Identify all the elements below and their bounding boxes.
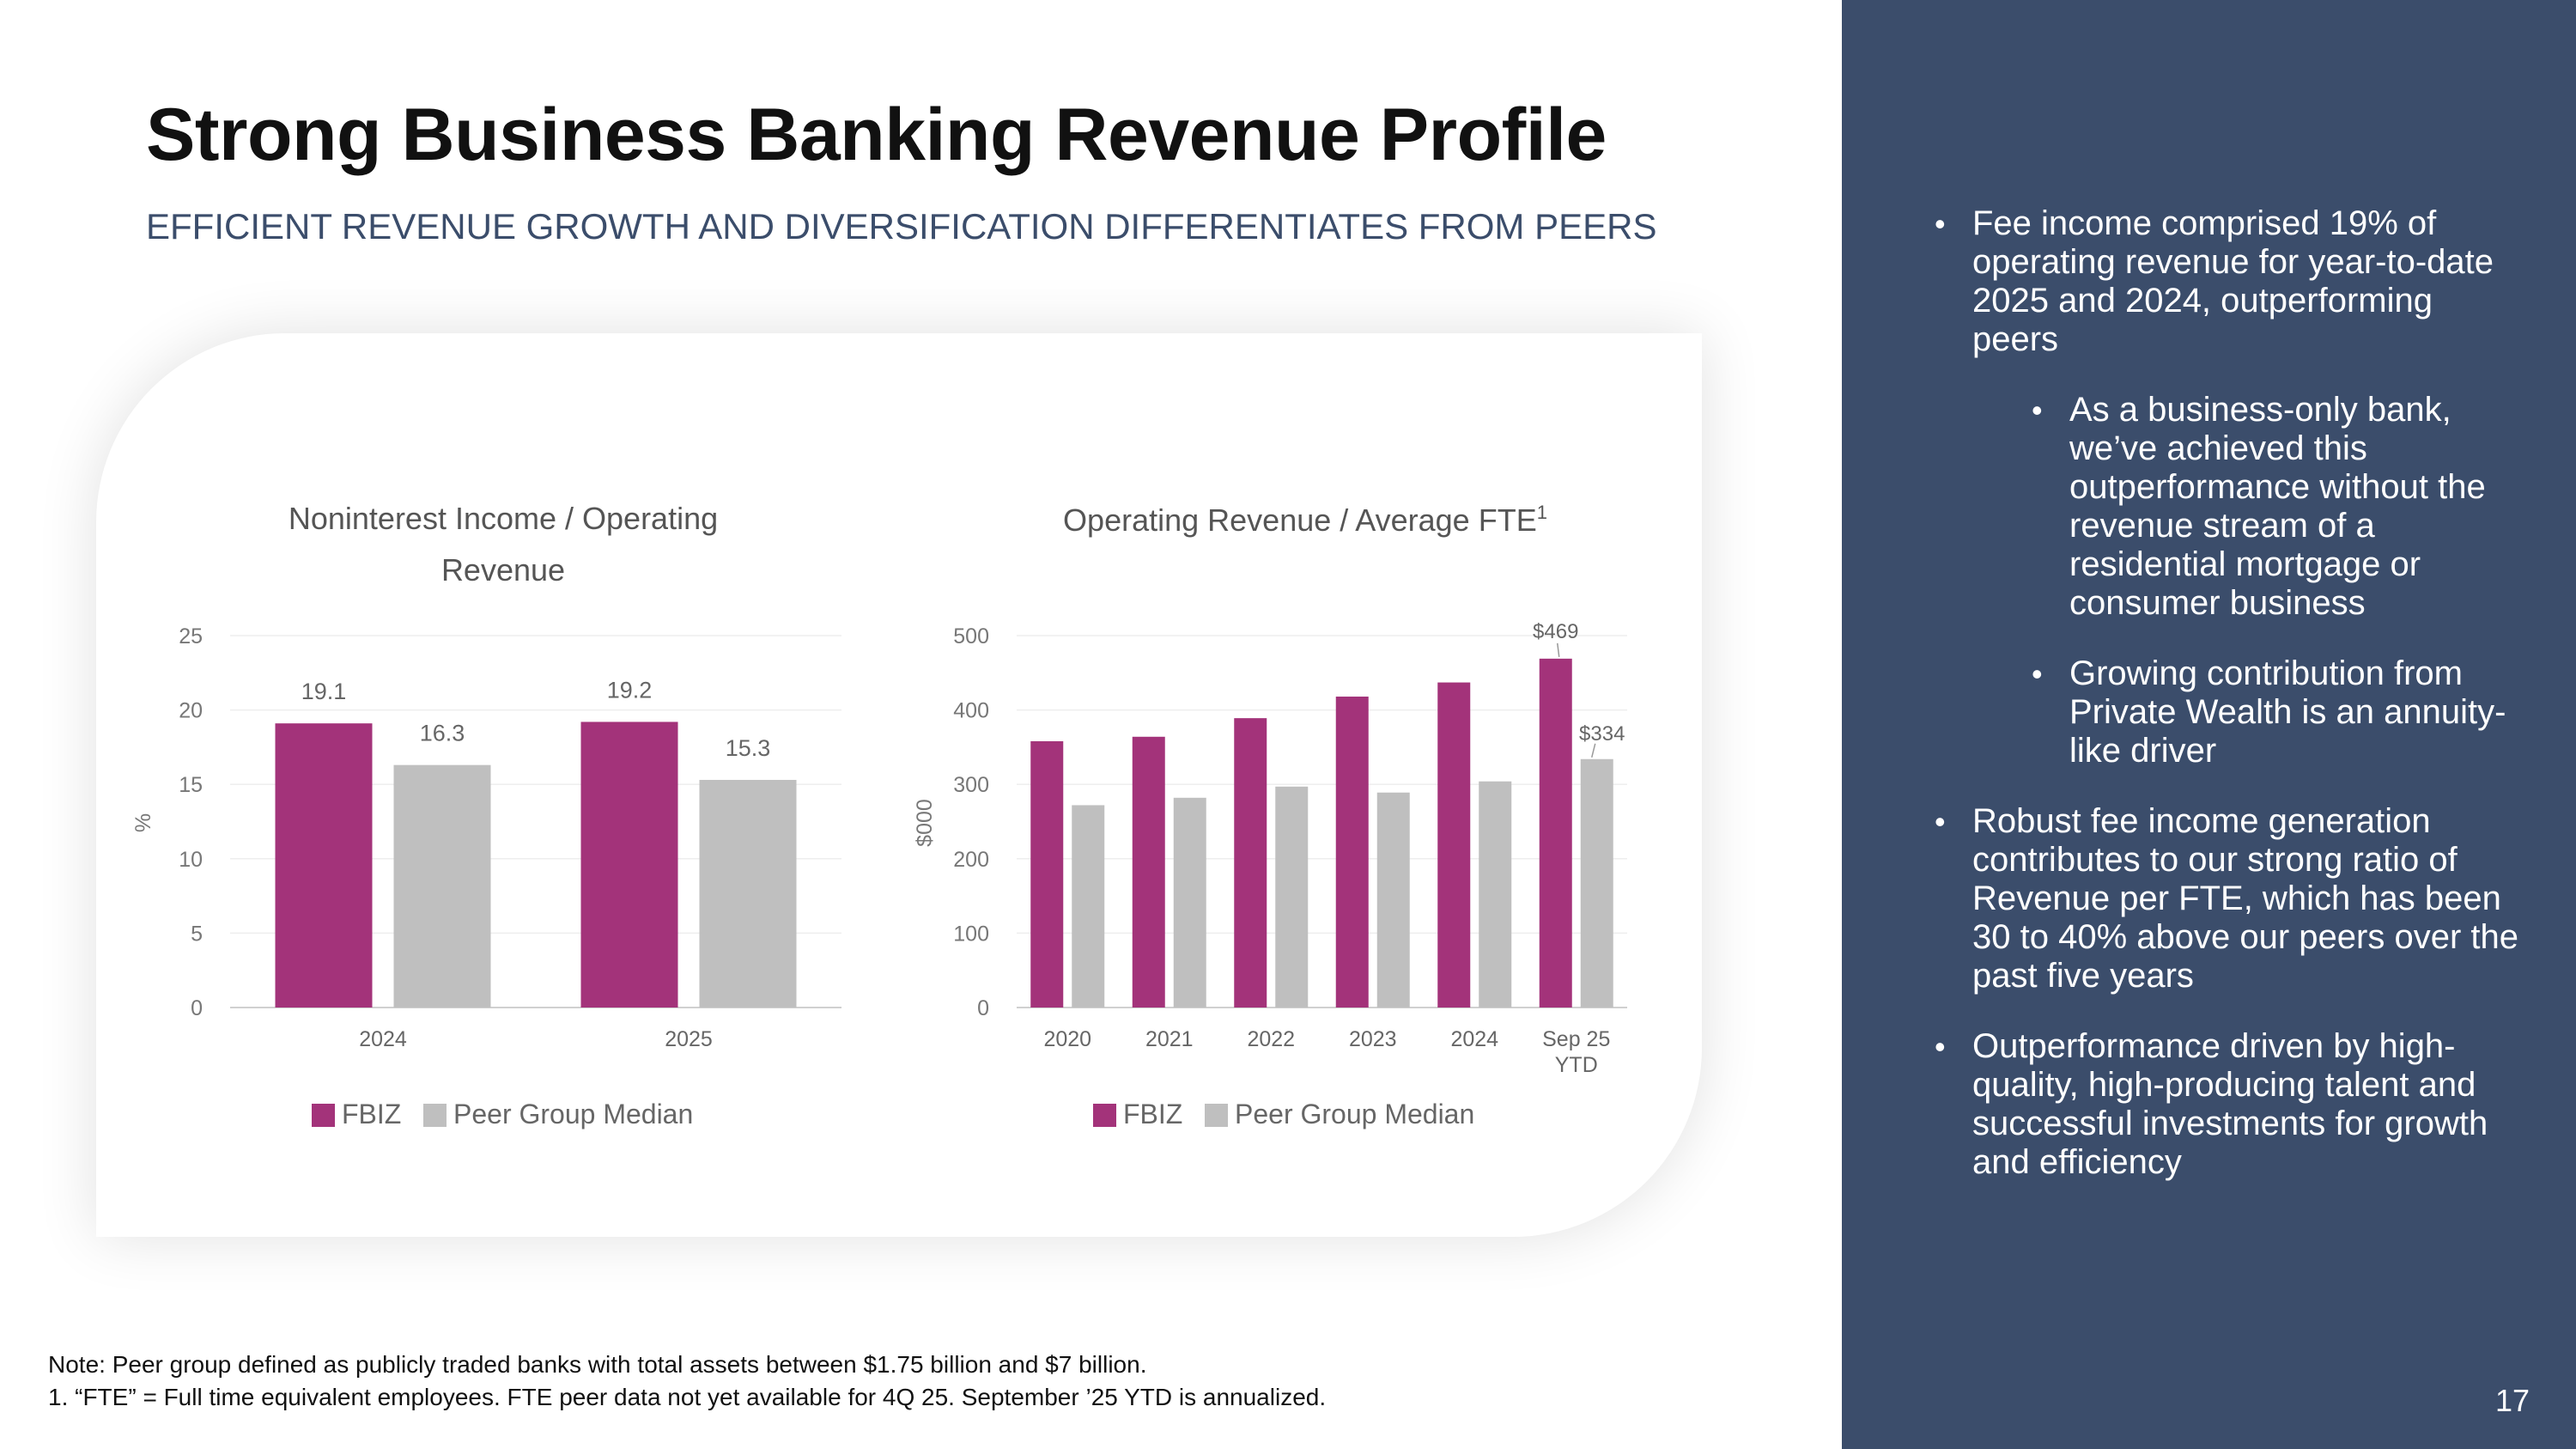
data-label: 15.3 [726,735,771,761]
bar-fbiz [580,721,678,1008]
sidebar-bullet: • Robust fee income generation contribut… [1935,802,2522,995]
y-tick-label: 10 [179,848,203,872]
y-axis-label: $000 [913,799,937,847]
y-axis-label: % [131,813,155,832]
bullet-text: Growing contribution from Private Wealth… [2069,654,2506,770]
y-tick-label: 300 [953,773,989,797]
legend-label: FBIZ [1123,1099,1182,1129]
bar-fbiz [1132,736,1165,1008]
bar-fbiz [1437,682,1471,1008]
bar-fbiz [1030,740,1064,1008]
sidebar-bullet: • Fee income comprised 19% of operating … [1935,204,2505,359]
bar-fbiz [1335,697,1369,1008]
x-tick-label: 2023 [1349,1027,1397,1051]
bar-fbiz [275,723,373,1008]
data-label-leader [1591,743,1596,758]
legend-label: Peer Group Median [1235,1099,1474,1129]
data-label: 16.3 [420,721,465,746]
chart-title: Noninterest Income / Operating [289,501,718,536]
data-label: 19.1 [301,679,347,704]
y-tick-label: 0 [191,996,203,1020]
chart-title-superscript: 1 [1537,502,1547,523]
y-tick-label: 0 [977,996,989,1020]
data-label: $469 [1533,620,1578,643]
bullet-dot-icon: • [1935,206,1946,241]
chart-title: Revenue [441,552,565,588]
bar-peer [393,764,491,1008]
sidebar-bullet: • Outperformance driven by high-quality,… [1935,1027,2522,1182]
x-tick-label: 2022 [1247,1027,1295,1051]
x-tick-label: 2024 [359,1027,407,1051]
data-label-leader [1557,642,1560,657]
bullet-dot-icon: • [2032,393,2043,428]
x-tick-label: YTD [1555,1053,1598,1077]
page-subtitle: EFFICIENT REVENUE GROWTH AND DIVERSIFICA… [146,206,1657,247]
bar-fbiz [1539,658,1572,1008]
sidebar-bullet: • Growing contribution from Private Weal… [2032,654,2516,770]
footer-footnote: 1. “FTE” = Full time equivalent employee… [48,1384,1327,1410]
bar-peer [699,780,797,1008]
bar-peer [1376,792,1410,1008]
footer-note: Note: Peer group defined as publicly tra… [48,1351,1147,1378]
legend-swatch-fbiz [312,1104,335,1127]
legend-swatch-fbiz [1093,1104,1116,1127]
y-tick-label: 500 [953,624,989,648]
y-tick-label: 200 [953,848,989,872]
y-tick-label: 25 [179,624,203,648]
y-tick-label: 15 [179,773,203,797]
legend-swatch-peer [1205,1104,1228,1127]
chart-title-text: Operating Revenue / Average FTE [1063,502,1537,538]
data-label: $334 [1579,722,1625,746]
bullet-dot-icon: • [2032,656,2043,691]
legend-label: Peer Group Median [453,1099,693,1129]
page-number: 17 [2495,1383,2530,1418]
legend-swatch-peer [423,1104,447,1127]
bullet-dot-icon: • [1935,1029,1946,1064]
x-tick-label: 2020 [1043,1027,1091,1051]
bullet-text: As a business-only bank, we’ve achieved … [2069,391,2486,622]
bar-fbiz [1234,718,1267,1008]
x-tick-label: 2025 [665,1027,713,1051]
bar-peer [1173,797,1206,1008]
y-tick-label: 400 [953,699,989,723]
bullet-text: Fee income comprised 19% of operating re… [1972,204,2494,358]
y-tick-label: 20 [179,699,203,723]
bar-peer [1072,805,1105,1008]
x-tick-label: 2021 [1145,1027,1194,1051]
sidebar-panel: • Fee income comprised 19% of operating … [1842,0,2576,1449]
legend-label: FBIZ [342,1099,401,1129]
y-tick-label: 100 [953,922,989,946]
bar-peer [1275,786,1309,1008]
y-tick-label: 5 [191,922,203,946]
bullet-dot-icon: • [1935,804,1946,839]
bar-peer [1479,781,1512,1008]
bar-peer [1580,758,1613,1008]
x-tick-label: Sep 25 [1542,1027,1610,1051]
sidebar-bullet: • As a business-only bank, we’ve achieve… [2032,391,2516,623]
chart-title: Operating Revenue / Average FTE1 [1063,502,1547,538]
page-title: Strong Business Banking Revenue Profile [146,94,1607,176]
bullet-text: Outperformance driven by high-quality, h… [1972,1027,2488,1181]
bullet-text: Robust fee income generation contributes… [1972,802,2518,995]
data-label: 19.2 [607,677,653,703]
x-tick-label: 2024 [1450,1027,1498,1051]
